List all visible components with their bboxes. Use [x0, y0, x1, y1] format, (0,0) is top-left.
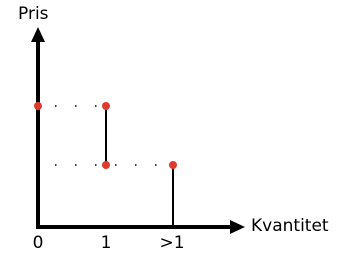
- y-axis-arrow: [31, 27, 45, 42]
- x-axis-label: Kvantitet: [251, 216, 329, 236]
- x-tick-label: >1: [159, 233, 184, 253]
- point: [102, 102, 110, 110]
- y-axis-label: Pris: [18, 4, 49, 24]
- point: [102, 161, 110, 169]
- x-tick-label: 1: [101, 233, 112, 253]
- x-axis-arrow: [230, 220, 245, 234]
- x-tick-label: 0: [33, 233, 44, 253]
- point: [34, 102, 42, 110]
- point: [169, 161, 177, 169]
